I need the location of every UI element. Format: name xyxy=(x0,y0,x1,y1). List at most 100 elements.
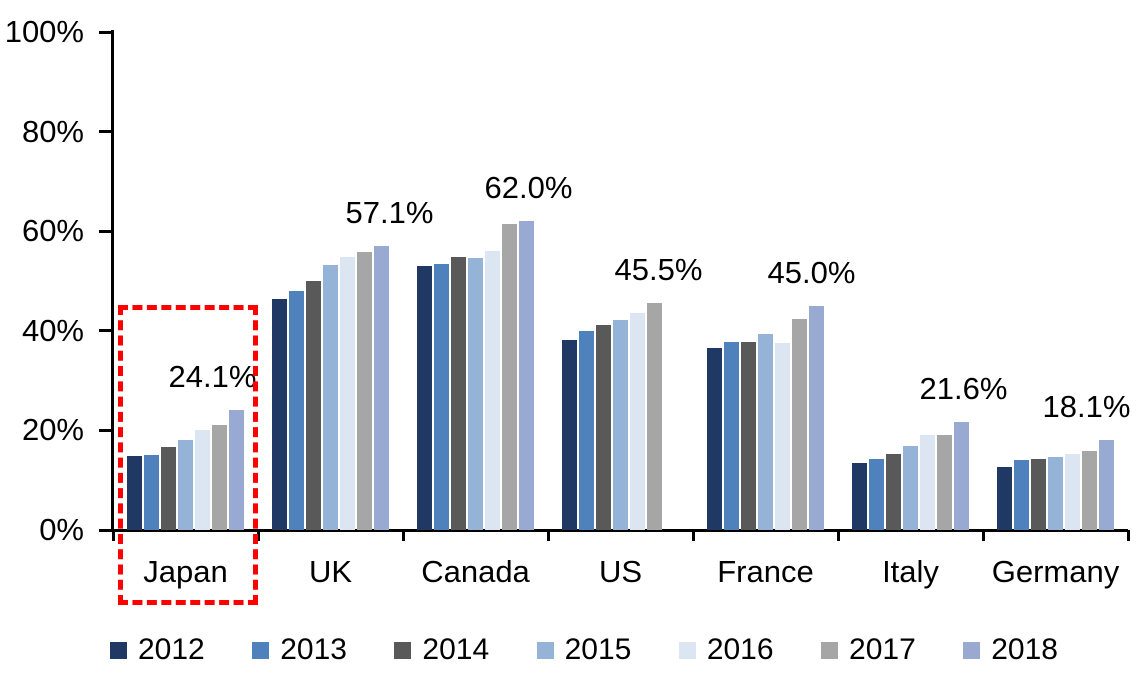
bar-italy-2014 xyxy=(886,453,901,530)
x-axis-tick xyxy=(1126,530,1130,541)
legend-label: 2015 xyxy=(564,633,632,666)
category-label-france: France xyxy=(717,554,814,589)
category-label-canada: Canada xyxy=(421,554,530,589)
bar-us-2013 xyxy=(579,330,594,530)
bar-france-2015 xyxy=(758,333,773,530)
bar-uk-2018 xyxy=(374,245,389,530)
bar-us-2016 xyxy=(630,312,645,530)
y-axis-tick xyxy=(99,30,113,34)
legend-label: 2014 xyxy=(422,633,490,666)
bar-japan-2018 xyxy=(229,409,244,530)
legend-item-2015: 2015 xyxy=(536,633,632,667)
bar-italy-2016 xyxy=(920,435,935,530)
legend-label: 2012 xyxy=(138,633,205,666)
x-axis-tick xyxy=(836,530,840,541)
bar-japan-2014 xyxy=(161,447,176,530)
bar-canada-2013 xyxy=(434,264,449,530)
x-axis-tick xyxy=(256,530,260,541)
bar-canada-2012 xyxy=(417,266,432,530)
bar-germany-2014 xyxy=(1031,458,1046,530)
legend-swatch-icon xyxy=(963,641,981,659)
y-axis-tick xyxy=(99,428,113,432)
y-axis-tick-label: 40% xyxy=(21,312,84,348)
y-axis-tick-label: 0% xyxy=(39,512,84,547)
y-axis-tick xyxy=(99,329,113,333)
bar-france-2018 xyxy=(809,305,824,530)
data-label-canada: 62.0% xyxy=(484,170,573,206)
bar-italy-2018 xyxy=(954,422,969,530)
legend-item-2017: 2017 xyxy=(821,633,916,667)
bar-japan-2012 xyxy=(127,456,142,530)
y-axis-tick-label: 20% xyxy=(21,412,84,448)
category-label-italy: Italy xyxy=(882,554,939,589)
bar-uk-2015 xyxy=(323,265,338,530)
bar-france-2013 xyxy=(724,342,739,530)
legend-swatch-icon xyxy=(252,641,270,659)
x-axis-tick xyxy=(546,530,550,541)
bar-japan-2015 xyxy=(178,439,193,530)
bar-france-2016 xyxy=(775,343,790,530)
legend-swatch-icon xyxy=(394,641,412,659)
bar-germany-2013 xyxy=(1014,459,1029,530)
bar-canada-2017 xyxy=(502,223,517,530)
bar-germany-2017 xyxy=(1082,450,1097,530)
bar-france-2014 xyxy=(741,342,756,530)
x-axis-tick xyxy=(981,530,985,541)
bar-uk-2017 xyxy=(357,251,372,530)
legend-label: 2017 xyxy=(849,633,916,666)
legend-swatch-icon xyxy=(821,641,839,659)
legend-item-2012: 2012 xyxy=(110,633,205,667)
data-label-uk: 57.1% xyxy=(345,194,434,230)
bar-us-2012 xyxy=(562,339,577,530)
x-axis-line xyxy=(113,529,1128,532)
data-label-germany: 18.1% xyxy=(1042,388,1131,424)
data-label-france: 45.0% xyxy=(767,254,856,290)
bar-uk-2013 xyxy=(289,291,304,530)
bar-japan-2016 xyxy=(195,430,210,530)
bar-us-2015 xyxy=(613,319,628,530)
bar-us-2017 xyxy=(647,303,662,530)
data-label-italy: 21.6% xyxy=(919,371,1008,407)
bar-france-2012 xyxy=(707,348,722,530)
category-label-us: US xyxy=(598,554,643,589)
legend-swatch-icon xyxy=(536,641,554,659)
bar-canada-2015 xyxy=(468,258,483,530)
y-axis-line xyxy=(111,30,114,532)
bar-canada-2016 xyxy=(485,251,500,530)
x-axis-tick xyxy=(691,530,695,541)
category-label-uk: UK xyxy=(308,554,353,589)
legend-swatch-icon xyxy=(678,641,696,659)
legend-label: 2016 xyxy=(706,633,774,666)
bar-uk-2014 xyxy=(306,281,321,530)
y-axis-tick-label: 80% xyxy=(21,113,84,149)
category-label-japan: Japan xyxy=(143,554,228,589)
data-label-japan: 24.1% xyxy=(168,358,257,394)
y-axis-tick xyxy=(99,528,113,532)
bar-germany-2015 xyxy=(1048,456,1063,530)
bar-japan-2017 xyxy=(212,424,227,530)
bar-canada-2014 xyxy=(451,257,466,530)
bar-us-2014 xyxy=(596,325,611,530)
bar-uk-2016 xyxy=(340,256,355,530)
y-axis-tick xyxy=(99,130,113,134)
data-label-us: 45.5% xyxy=(614,252,703,288)
bar-italy-2013 xyxy=(869,458,884,530)
bar-japan-2013 xyxy=(144,455,159,530)
legend-label: 2018 xyxy=(991,633,1058,666)
x-axis-tick xyxy=(111,530,115,541)
bar-germany-2018 xyxy=(1099,439,1114,530)
legend: 2012 2013 2014 2015 2016 2017 2018 xyxy=(110,631,1058,669)
legend-item-2014: 2014 xyxy=(394,633,489,667)
bar-italy-2017 xyxy=(937,434,952,530)
legend-item-2013: 2013 xyxy=(252,633,347,667)
bar-uk-2012 xyxy=(272,298,287,530)
category-label-germany: Germany xyxy=(991,554,1120,589)
legend-item-2018: 2018 xyxy=(963,633,1058,667)
y-axis-tick-label: 100% xyxy=(4,14,84,49)
legend-label: 2013 xyxy=(280,633,347,666)
y-axis-tick xyxy=(99,229,113,233)
bar-germany-2012 xyxy=(997,467,1012,530)
bar-italy-2012 xyxy=(852,463,867,530)
x-axis-tick xyxy=(401,530,405,541)
